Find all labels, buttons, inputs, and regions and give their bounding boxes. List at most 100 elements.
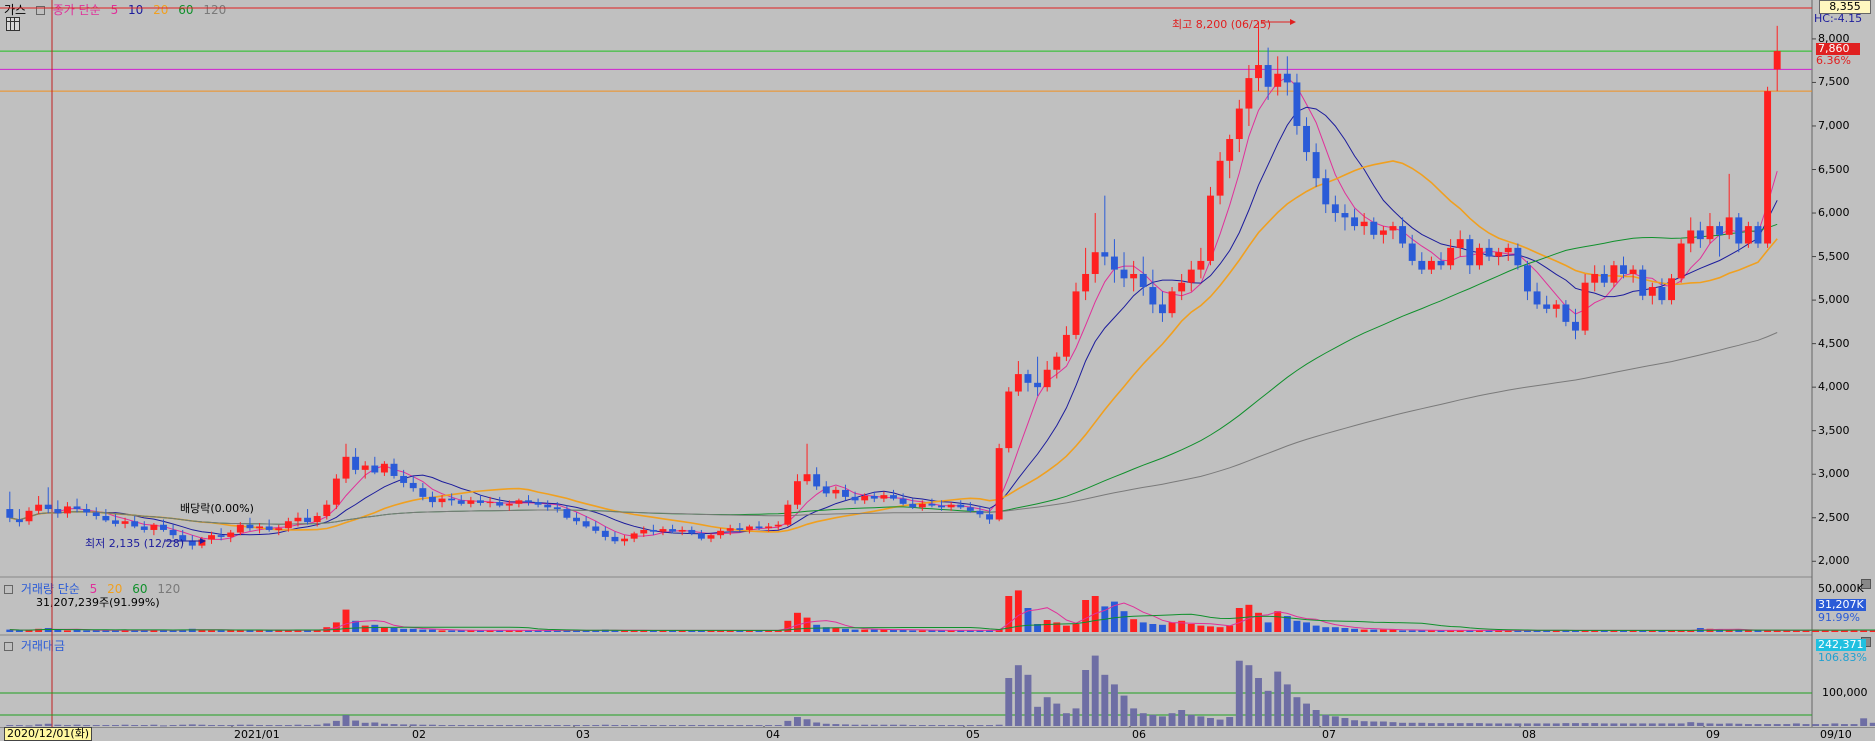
amount-bar (1764, 724, 1772, 726)
candle-body (505, 503, 513, 506)
vol-ma60-period[interactable]: 60 (132, 582, 148, 596)
ma-checkbox[interactable] (35, 6, 45, 15)
high-arrow-head (1290, 19, 1296, 25)
volume-bar (294, 629, 302, 632)
candle (1668, 273, 1675, 305)
amount-bar (352, 720, 360, 726)
candle-body (1668, 278, 1675, 301)
amount-bar (1687, 722, 1695, 726)
candle (1024, 369, 1032, 392)
volume-panel-header: 거래량 단순 5 20 60 120 (4, 580, 186, 597)
candle (467, 496, 475, 508)
candle (1696, 221, 1704, 248)
volume-bar (630, 630, 638, 632)
vol-ma20-period[interactable]: 20 (107, 582, 123, 596)
candle (1716, 221, 1724, 257)
amount-bar (131, 725, 139, 727)
candle-body (525, 500, 532, 503)
candle-body (227, 532, 235, 537)
volume-bar (342, 609, 350, 632)
amount-bar (1120, 695, 1128, 726)
amount-bar (1668, 723, 1675, 726)
ma120-period[interactable]: 120 (203, 3, 227, 17)
chart-settings-icon[interactable] (6, 17, 20, 31)
candle-body (928, 503, 936, 506)
volume-bar (1735, 629, 1743, 632)
volume-bar (1014, 590, 1022, 632)
amount-bar (342, 715, 350, 726)
candle (160, 519, 167, 532)
amount-bar (1639, 723, 1647, 726)
candle (1485, 239, 1493, 261)
amount-bar (553, 725, 561, 727)
volume-bar (544, 630, 552, 632)
volume-bar (592, 630, 600, 632)
volume-bar (477, 630, 484, 632)
stock-name[interactable]: 가스 (4, 3, 27, 17)
volume-bar (1792, 630, 1800, 632)
amount-bar (928, 725, 936, 727)
volume-bar (938, 630, 945, 632)
amount-bar (188, 724, 196, 726)
amount-bar (112, 725, 119, 727)
ma20-period[interactable]: 20 (153, 3, 169, 17)
ma60-period[interactable]: 60 (178, 3, 194, 17)
amount-bar (323, 723, 331, 726)
volume-bar (784, 620, 792, 632)
candle (1399, 217, 1407, 248)
candle (1370, 217, 1378, 240)
candle-body (1216, 160, 1224, 196)
vol-ma120-period[interactable]: 120 (157, 582, 181, 596)
amount-bar (726, 725, 734, 727)
candle (1562, 300, 1570, 327)
volume-bar (83, 630, 91, 632)
candle-body (745, 526, 753, 530)
candle (457, 495, 465, 506)
candle (1082, 247, 1090, 301)
high-annotation: 최고 8,200 (06/25) (1172, 18, 1272, 31)
amount-bar (966, 725, 974, 727)
candle-body (15, 519, 23, 523)
amount-bar (1168, 713, 1176, 726)
volume-checkbox[interactable] (4, 585, 13, 594)
volume-label[interactable]: 거래량 단순 (20, 582, 80, 596)
candle (861, 493, 869, 504)
ma10-period[interactable]: 10 (128, 3, 144, 17)
vol-ma5-period[interactable]: 5 (89, 582, 98, 596)
candle (1245, 65, 1253, 126)
amount-bar (1360, 721, 1368, 726)
candle (1754, 221, 1762, 248)
volume-bar (1543, 630, 1551, 632)
volume-bar (861, 629, 869, 632)
amount-bar (890, 724, 897, 726)
volume-bar (1514, 630, 1522, 632)
amount-bar (486, 725, 494, 727)
volume-bar (1072, 624, 1080, 632)
amount-bar (842, 724, 849, 726)
candle-body (736, 528, 744, 530)
candle-body (1197, 260, 1205, 270)
amount-bar (304, 725, 312, 727)
ma5-period[interactable]: 5 (110, 3, 119, 17)
amount-label[interactable]: 거래대금 (20, 639, 65, 653)
amount-bar (784, 720, 792, 726)
candle (1639, 265, 1647, 301)
candle-body (640, 529, 648, 534)
candle-body (236, 524, 244, 533)
candle-body (400, 475, 408, 483)
amount-bar (880, 724, 888, 726)
volume-panel-toggle-icon[interactable] (1861, 579, 1871, 589)
volume-bar (236, 629, 244, 632)
price-ma-label[interactable]: 종가 단순 (52, 3, 101, 17)
volume-bar (284, 630, 292, 632)
candle (246, 517, 254, 531)
candle-body (1562, 304, 1570, 322)
candle-body (1658, 287, 1666, 301)
volume-bar (611, 630, 619, 632)
candle (1034, 356, 1042, 396)
candle (1600, 265, 1608, 288)
amount-checkbox[interactable] (4, 642, 13, 651)
volume-bar (765, 630, 773, 632)
volume-bar (717, 630, 725, 632)
